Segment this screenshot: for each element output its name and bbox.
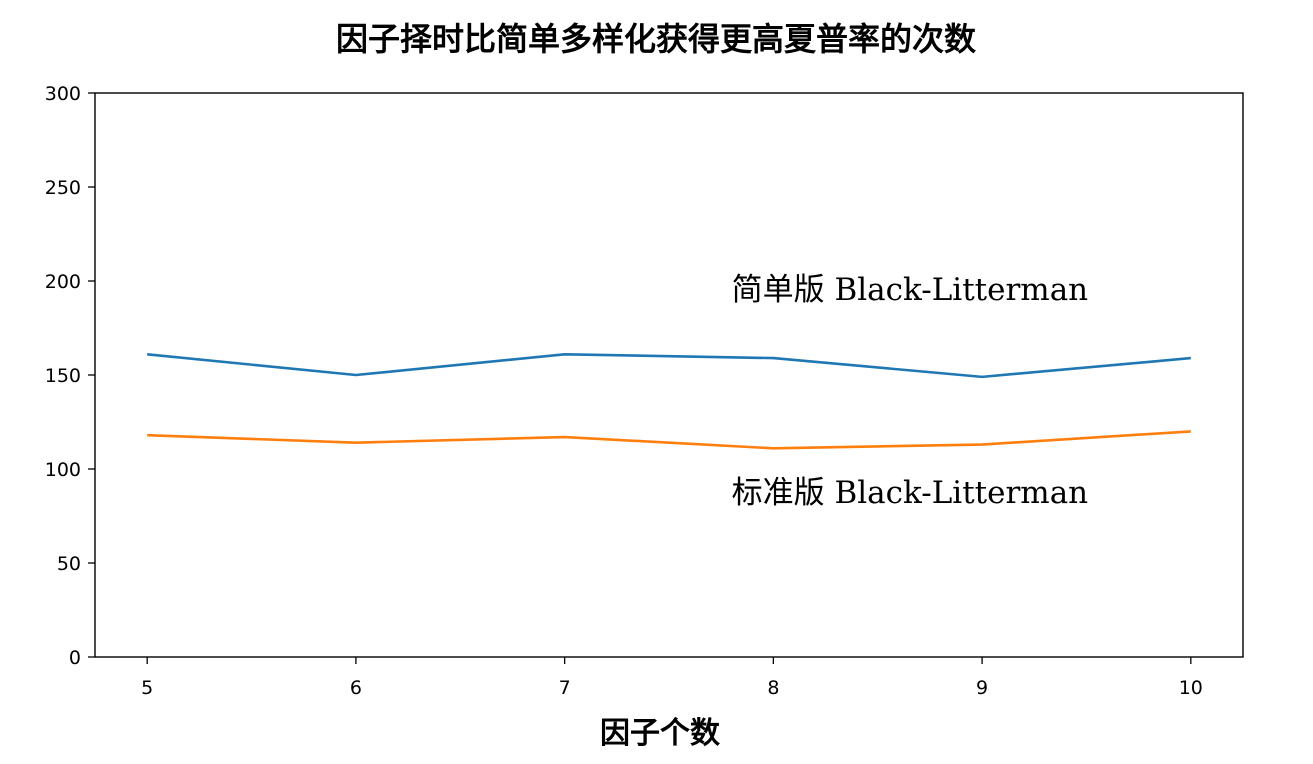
y-tick-label: 50 bbox=[57, 553, 81, 575]
annotation-label: 简单版 Black-Litterman bbox=[732, 272, 1089, 308]
annotation-layer: 简单版 Black-Litterman 标准版 Black-Litterman bbox=[732, 272, 1089, 511]
x-tick-label: 8 bbox=[767, 677, 779, 699]
x-tick-label: 5 bbox=[141, 677, 153, 699]
series-line-1 bbox=[147, 353, 1191, 379]
y-tick-label: 150 bbox=[45, 365, 81, 387]
plot-area-frame bbox=[94, 92, 1244, 658]
x-axis-label: 因子个数 bbox=[600, 716, 721, 751]
x-tick-label: 6 bbox=[350, 677, 362, 699]
series-layer bbox=[147, 353, 1191, 450]
series-line-2 bbox=[147, 430, 1191, 450]
y-tick-label: 0 bbox=[69, 647, 81, 669]
x-tick-label: 9 bbox=[976, 677, 988, 699]
y-axis-ticks: 0 50 100 150 200 250 300 bbox=[45, 83, 95, 669]
x-tick-label: 10 bbox=[1179, 677, 1203, 699]
y-tick-label: 200 bbox=[45, 271, 81, 293]
x-axis-ticks: 5 6 7 8 9 10 bbox=[141, 657, 1203, 699]
y-tick-label: 100 bbox=[45, 459, 81, 481]
annotation-label: 标准版 Black-Litterman bbox=[732, 475, 1089, 511]
y-tick-label: 300 bbox=[45, 83, 81, 105]
y-tick-label: 250 bbox=[45, 177, 81, 199]
chart-title: 因子择时比简单多样化获得更高夏普率的次数 bbox=[336, 20, 977, 58]
x-tick-label: 7 bbox=[559, 677, 571, 699]
